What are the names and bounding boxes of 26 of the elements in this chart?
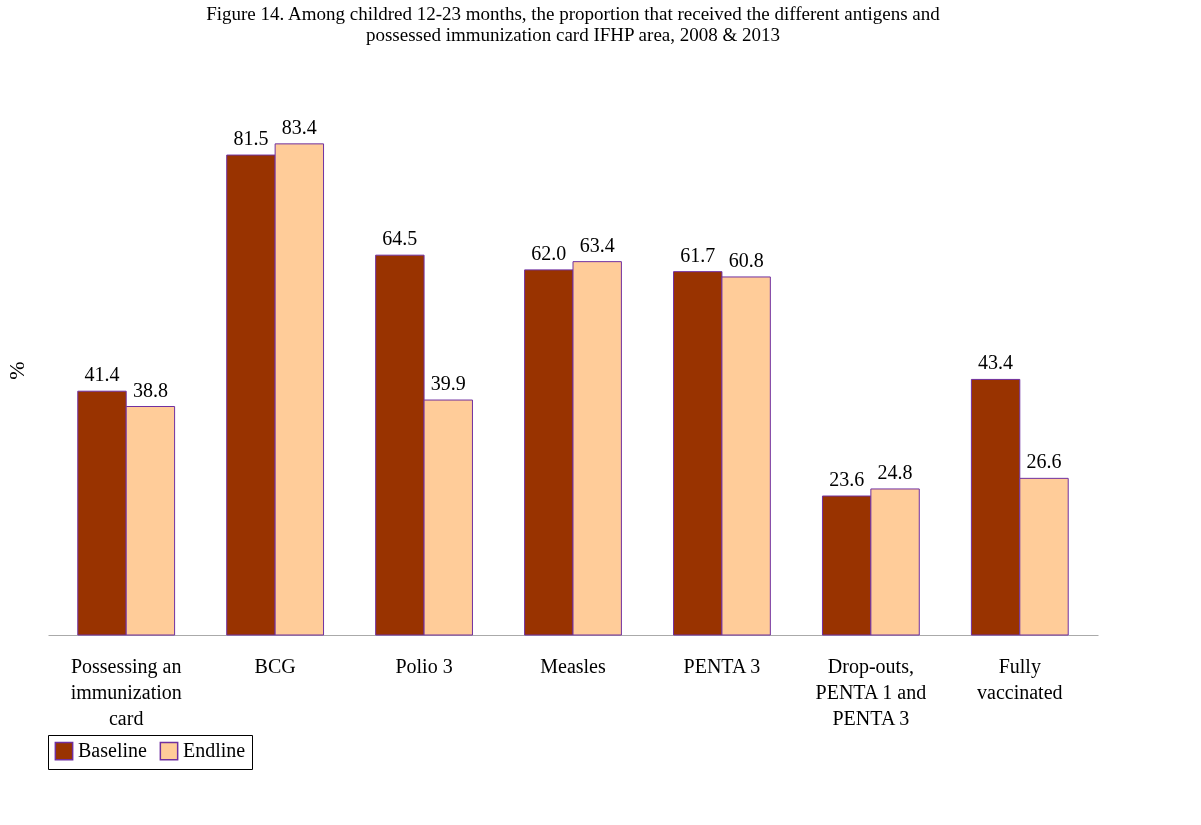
data-label: 60.8 (728, 248, 764, 271)
data-label: 83.4 (281, 115, 317, 138)
legend-label: Baseline (78, 739, 147, 762)
data-label: 81.5 (233, 127, 269, 150)
x-tick-label: BCG (254, 655, 296, 677)
data-label: 43.4 (978, 351, 1014, 374)
data-label: 62.0 (531, 241, 567, 264)
legend-label: Endline (183, 739, 246, 762)
data-label: 23.6 (829, 468, 865, 491)
y-axis-title: % (3, 361, 29, 380)
data-label: 63.4 (579, 233, 615, 256)
data-label: 41.4 (84, 363, 120, 386)
data-label: 24.8 (877, 460, 913, 483)
data-label: 26.6 (1026, 450, 1062, 473)
data-label: 38.8 (132, 378, 168, 401)
x-tick-label: Possessing an immunization card (70, 655, 182, 729)
text: possessed immunization card IFHP area, 2008 & 2013 (365, 24, 781, 45)
x-tick-label: PENTA 3 (683, 655, 761, 677)
data-label: 61.7 (680, 243, 716, 266)
data-label: 39.9 (430, 372, 466, 395)
x-tick-label: Polio 3 (395, 655, 453, 677)
x-tick-label: Measles (540, 655, 606, 677)
x-tick-label: Drop-outs, PENTA 1 and PENTA 3 (815, 655, 927, 729)
data-label: 64.5 (382, 227, 418, 250)
x-tick-label: Fully vaccinated (977, 655, 1063, 703)
text: Figure 14. Among childred 12-23 months, the proportion that received the different antigens and (206, 3, 940, 24)
